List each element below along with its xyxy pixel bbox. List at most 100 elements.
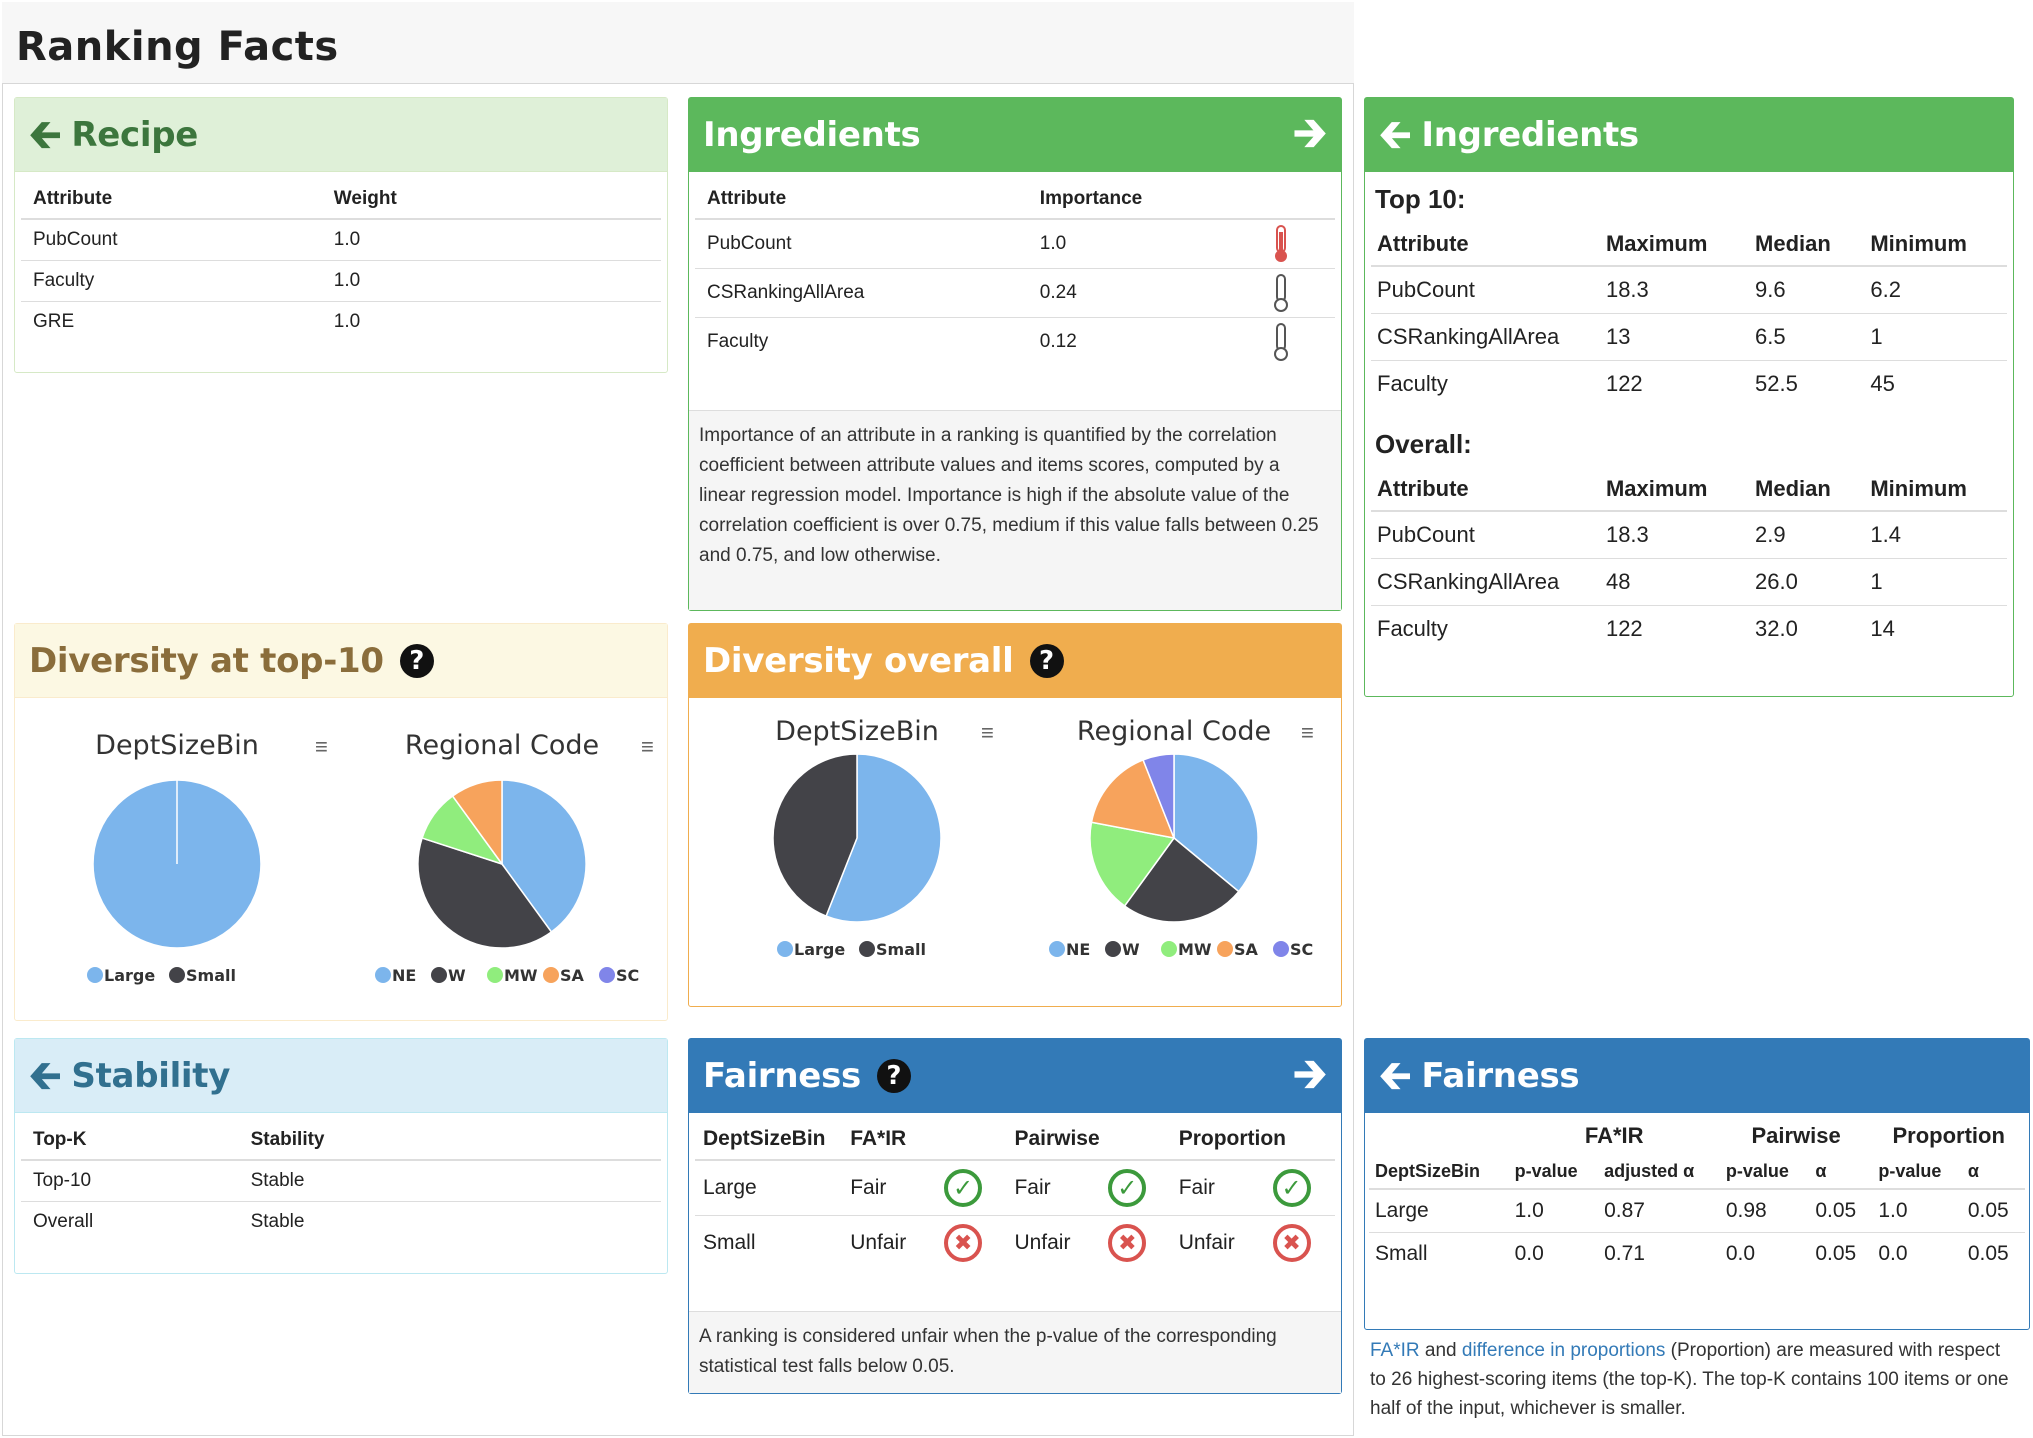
diversity-overall-title: Diversity overall [703,640,1014,681]
fairness-detail-table: FA*IR Pairwise Proportion DeptSizeBin p-… [1369,1117,2025,1275]
legend-marker[interactable] [87,967,103,983]
pie-slice-ne[interactable] [1173,753,1259,893]
legend-marker[interactable] [487,967,503,983]
legend-label[interactable]: SA [560,966,585,985]
chart-title: Regional Code [405,730,599,761]
legend-marker[interactable] [599,967,615,983]
chart-menu-icon[interactable]: ≡ [1301,720,1314,745]
thermometer-high-icon [1275,225,1288,262]
cell: 0.05 [1961,1232,2025,1275]
fair-link[interactable]: FA*IR [1370,1340,1420,1361]
legend-label[interactable]: NE [1066,940,1090,959]
legend-marker[interactable] [1217,941,1233,957]
pie-slice-mw[interactable] [1089,821,1176,908]
help-icon[interactable]: ? [1029,643,1064,678]
col-header: Minimum [1864,466,2007,512]
diversity-top10-title: Diversity at top-10 [29,640,384,681]
help-icon[interactable]: ? [876,1058,911,1093]
chart-menu-icon[interactable]: ≡ [981,720,994,745]
legend-label[interactable]: SC [1290,940,1313,959]
col-header: DeptSizeBin [695,1117,843,1161]
legend-marker[interactable] [1105,941,1121,957]
recipe-title: Recipe [71,114,199,155]
legend-marker[interactable] [169,967,185,983]
col-header: Maximum [1599,466,1750,512]
pie-slice-small[interactable] [772,753,858,918]
pie-slice-sc[interactable] [1142,753,1175,839]
cell: CSRankingAllArea [1371,313,1600,361]
pie-slice-large[interactable] [825,753,942,923]
cell: Fair [1170,1159,1265,1216]
fairness-note: A ranking is considered unfair when the … [689,1311,1341,1393]
pie-slice-sa[interactable] [1090,758,1176,839]
help-icon[interactable]: ? [399,643,434,678]
col-header: adjusted α [1598,1155,1720,1190]
cell: 52.5 [1749,360,1865,407]
arrow-right-icon[interactable]: 🡲 [1292,109,1327,156]
fairness-detail-header[interactable]: 🡰 Fairness [1365,1039,2029,1113]
pie-slice-sa[interactable] [451,779,503,867]
col-header: p-value [1508,1155,1599,1190]
pie-slice-w[interactable] [417,837,553,949]
arrow-right-icon[interactable]: 🡲 [1292,1050,1327,1097]
legend-label[interactable]: Large [104,966,155,985]
cell: ✓ [936,1159,1007,1216]
ingredients-header[interactable]: Ingredients 🡲 [689,98,1341,172]
pie-slice-ne[interactable] [501,779,587,934]
legend-label[interactable]: MW [1178,940,1212,959]
cell: 32.0 [1749,605,1865,652]
arrow-left-icon[interactable]: 🡰 [29,112,62,157]
stability-header[interactable]: 🡰 Stability [15,1039,667,1113]
cell: Faculty [1371,360,1600,407]
legend-marker[interactable] [1049,941,1065,957]
cell [1261,218,1335,269]
legend-marker[interactable] [1273,941,1289,957]
overall-table: Attribute Maximum Median Minimum PubCoun… [1371,466,2007,652]
cell: CSRankingAllArea [695,268,1028,318]
legend-marker[interactable] [1161,941,1177,957]
arrow-left-icon[interactable]: 🡰 [29,1053,62,1098]
chart-menu-icon[interactable]: ≡ [315,734,328,759]
cell: ✖ [1264,1215,1335,1270]
arrow-left-icon[interactable]: 🡰 [1379,112,1412,157]
cell: 0.05 [1961,1188,2025,1233]
legend-label[interactable]: Large [794,940,845,959]
col-header: Weight [321,178,661,220]
diversity-top10-panel: Diversity at top-10 ? DeptSizeBin ≡ Larg… [14,623,668,1021]
table-row: PubCount 18.3 9.6 6.2 [1371,265,2007,314]
table-row: Faculty 0.12 [695,317,1335,366]
cell: 0.0 [1719,1232,1810,1275]
cell: 1 [1864,558,2007,606]
cell: ✓ [1264,1159,1335,1216]
table-row: Overall Stable [21,1201,661,1242]
legend-marker[interactable] [859,941,875,957]
legend-marker[interactable] [543,967,559,983]
arrow-left-icon[interactable]: 🡰 [1379,1053,1412,1098]
legend-label[interactable]: SC [616,966,639,985]
chart-menu-icon[interactable]: ≡ [641,734,654,759]
legend-label[interactable]: Small [186,966,236,985]
fairness-detail-note: FA*IR and difference in proportions (Pro… [1370,1336,2020,1423]
legend-label[interactable]: SA [1234,940,1259,959]
legend-label[interactable]: W [1122,940,1140,959]
cell: Faculty [695,317,1028,366]
legend-label[interactable]: NE [392,966,416,985]
ingredients-detail-header[interactable]: 🡰 Ingredients [1365,98,2013,172]
pie-slice-w[interactable] [1123,836,1240,923]
proportions-link[interactable]: difference in proportions [1461,1340,1666,1361]
ingredients-title: Ingredients [703,114,921,155]
stability-title: Stability [71,1055,231,1096]
table-row: CSRankingAllArea 13 6.5 1 [1371,313,2007,361]
legend-marker[interactable] [375,967,391,983]
legend-label[interactable]: MW [504,966,538,985]
fairness-detail-panel: 🡰 Fairness FA*IR Pairwise Proportion Dep… [1364,1038,2030,1330]
legend-label[interactable]: Small [876,940,926,959]
legend-marker[interactable] [777,941,793,957]
cell: 1.0 [321,260,661,302]
legend-marker[interactable] [431,967,447,983]
recipe-header[interactable]: 🡰 Recipe [15,98,667,172]
thermometer-low-icon [1274,323,1289,361]
legend-label[interactable]: W [448,966,466,985]
fairness-header[interactable]: Fairness ? 🡲 [689,1039,1341,1113]
cell: Top-10 [21,1159,239,1202]
